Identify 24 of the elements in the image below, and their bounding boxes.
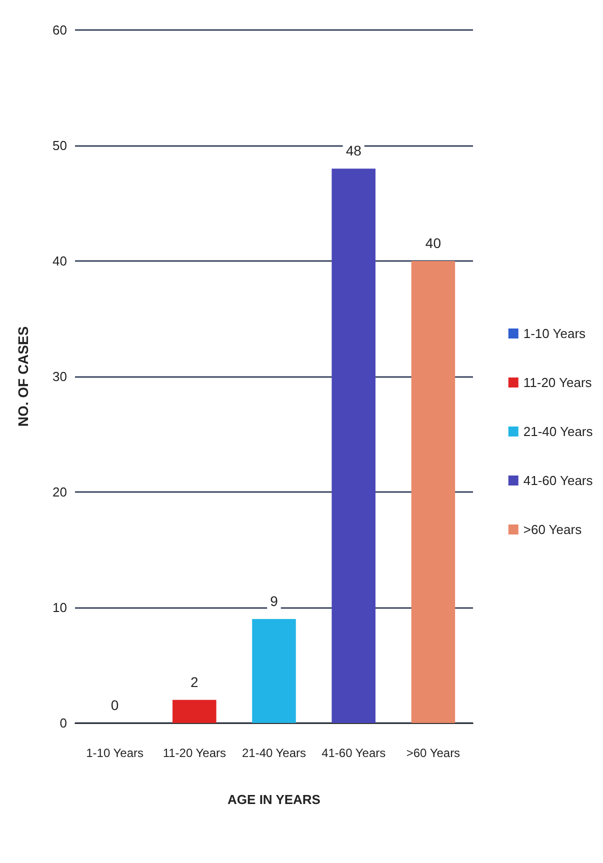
- x-tick-label: 21-40 Years: [242, 746, 306, 760]
- x-tick-label: 1-10 Years: [86, 746, 144, 760]
- y-tick-label: 60: [52, 22, 67, 38]
- data-label: 0: [110, 697, 119, 713]
- data-label: 2: [190, 674, 198, 690]
- x-tick-label: 41-60 Years: [322, 746, 386, 760]
- y-tick-label: 20: [52, 484, 67, 500]
- data-label: 40: [425, 235, 442, 251]
- y-tick-label: 50: [52, 138, 67, 153]
- data-label: 48: [346, 142, 362, 159]
- y-tick-label: 40: [52, 254, 67, 268]
- data-label: 9: [270, 593, 278, 610]
- legend-label: 11-20 Years: [523, 375, 592, 390]
- legend-label: 1-10 Years: [523, 326, 586, 341]
- y-tick-label: 10: [52, 600, 67, 615]
- y-tick-label: 0: [60, 716, 67, 730]
- legend-label: 41-60 Years: [523, 473, 594, 488]
- legend-label: 21-40 Years: [523, 424, 594, 439]
- x-tick-label: >60 Years: [406, 746, 460, 760]
- x-tick-label: 11-20 Years: [162, 746, 226, 760]
- legend-label: >60 Years: [523, 522, 582, 537]
- y-axis-title: NO. OF CASES: [15, 326, 31, 427]
- y-tick-label: 30: [52, 369, 67, 384]
- x-axis-title: AGE IN YEARS: [228, 792, 321, 807]
